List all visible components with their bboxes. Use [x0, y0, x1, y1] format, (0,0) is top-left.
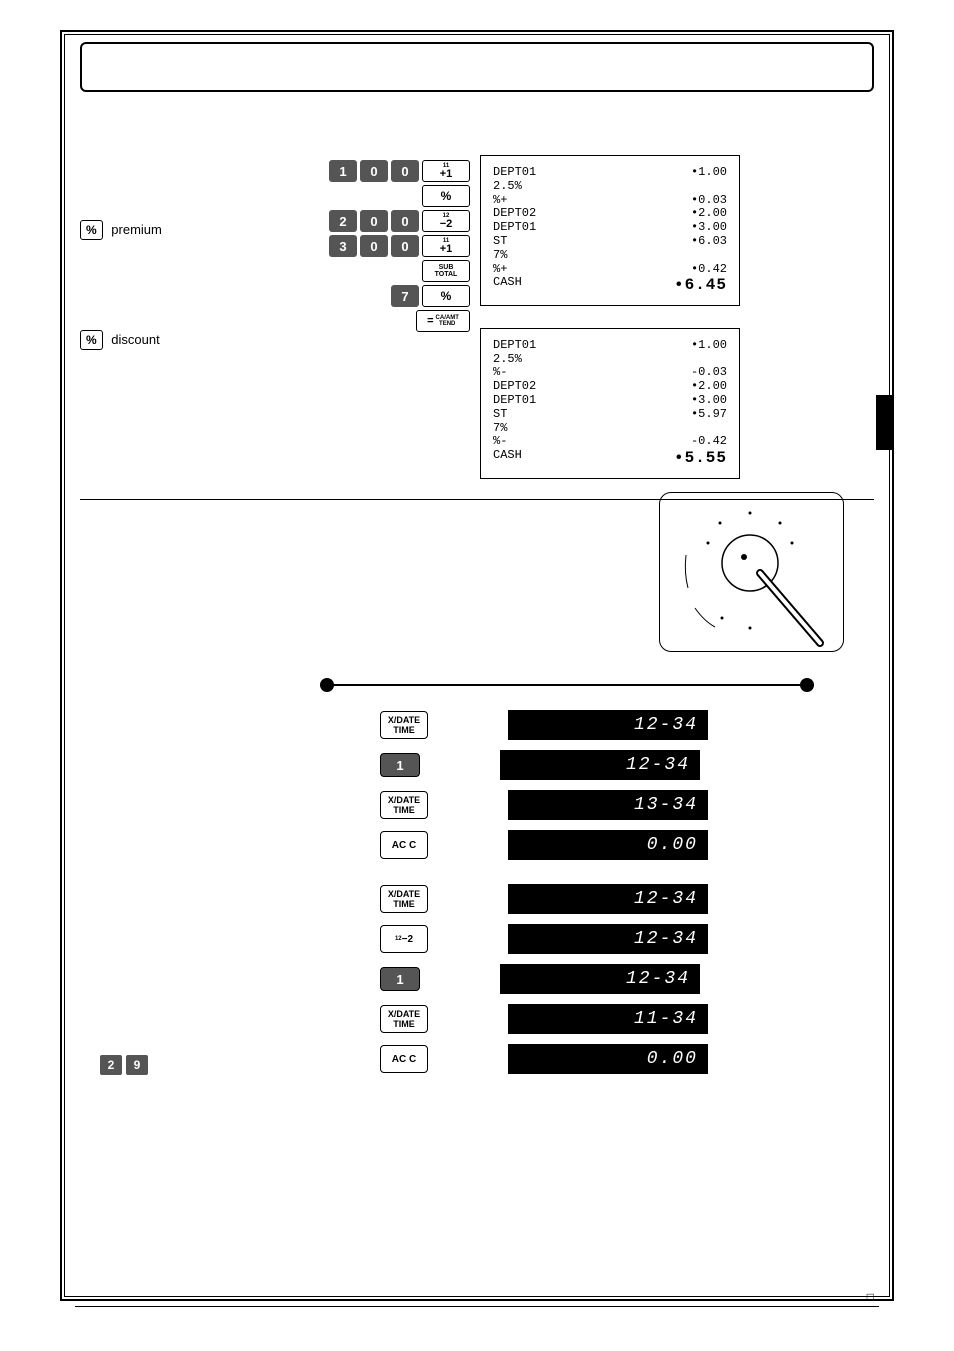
step-xdate-4[interactable]: X/DATE TIME	[380, 1005, 428, 1033]
tab-29: 2 9	[100, 1055, 148, 1075]
key-row-subtotal: SUB TOTAL	[270, 260, 470, 282]
step-acc-2[interactable]: AC C	[380, 1045, 428, 1073]
step-xdate-2[interactable]: X/DATE TIME	[380, 791, 428, 819]
key-pct2[interactable]: %	[422, 285, 470, 307]
steps-header	[320, 670, 814, 700]
discount-note: % discount	[80, 330, 260, 350]
left-notes: % premium % discount	[80, 160, 260, 368]
step-row-4: AC C 0.00	[320, 825, 800, 865]
key-0d[interactable]: 0	[391, 210, 419, 232]
key-row-2: 2 0 0 12 −2	[270, 210, 470, 232]
step-row-7: 1 12-34	[320, 959, 800, 999]
step-1[interactable]: 1	[380, 753, 420, 777]
side-tab	[876, 395, 894, 450]
key-subtotal[interactable]: SUB TOTAL	[422, 260, 470, 282]
steps-line	[320, 684, 814, 686]
top-section: % premium % discount 1 0 0 11 +1 %	[80, 100, 874, 500]
step-1b[interactable]: 1	[380, 967, 420, 991]
pct-key-icon: %	[80, 220, 103, 240]
display-7: 12-34	[500, 964, 700, 994]
display-6: 12-34	[508, 924, 708, 954]
key-dept1b[interactable]: 11 +1	[422, 235, 470, 257]
key-dept2[interactable]: 12 −2	[422, 210, 470, 232]
key-sequence: 1 0 0 11 +1 % 2 0 0 12 −2	[270, 160, 470, 335]
step-row-5: X/DATE TIME 12-34	[320, 879, 800, 919]
key-pct1[interactable]: %	[422, 185, 470, 207]
step-acc-1[interactable]: AC C	[380, 831, 428, 859]
footer-number: □	[867, 1290, 874, 1304]
mode-dial-svg	[660, 493, 845, 653]
key-3[interactable]: 3	[329, 235, 357, 257]
step-row-2: 1 12-34	[320, 745, 800, 785]
steps-table: X/DATE TIME 12-34 1 12-34 X/DATE TIME 13…	[320, 705, 800, 1079]
tab-tile-9: 9	[126, 1055, 148, 1075]
display-9: 0.00	[508, 1044, 708, 1074]
key-row-pct1: %	[270, 185, 470, 207]
key-0a[interactable]: 0	[360, 160, 388, 182]
key-0c[interactable]: 0	[360, 210, 388, 232]
receipts: DEPT01•1.00 2.5% %+•0.03 DEPT02•2.00 DEP…	[480, 155, 740, 501]
step-dept2[interactable]: 12 −2	[380, 925, 428, 953]
tab-tile-2: 2	[100, 1055, 122, 1075]
key-7[interactable]: 7	[391, 285, 419, 307]
key-row-1: 1 0 0 11 +1	[270, 160, 470, 182]
key-row-7pct: 7 %	[270, 285, 470, 307]
display-8: 11-34	[508, 1004, 708, 1034]
pct-key-icon-2: %	[80, 330, 103, 350]
step-dot-right	[800, 678, 814, 692]
step-row-8: X/DATE TIME 11-34	[320, 999, 800, 1039]
bottom-section: X/DATE TIME 12-34 1 12-34 X/DATE TIME 13…	[80, 500, 874, 520]
key-0b[interactable]: 0	[391, 160, 419, 182]
premium-label: premium	[111, 222, 162, 237]
content-area: % premium % discount 1 0 0 11 +1 %	[80, 100, 874, 1291]
step-xdate-1[interactable]: X/DATE TIME	[380, 711, 428, 739]
step-xdate-3[interactable]: X/DATE TIME	[380, 885, 428, 913]
discount-label: discount	[111, 332, 159, 347]
footer-rule	[75, 1306, 879, 1307]
receipt-premium: DEPT01•1.00 2.5% %+•0.03 DEPT02•2.00 DEP…	[480, 155, 740, 306]
display-5: 12-34	[508, 884, 708, 914]
step-row-1: X/DATE TIME 12-34	[320, 705, 800, 745]
key-row-3: 3 0 0 11 +1	[270, 235, 470, 257]
mode-dial	[659, 492, 844, 652]
step-row-3: X/DATE TIME 13-34	[320, 785, 800, 825]
display-1: 12-34	[508, 710, 708, 740]
key-0e[interactable]: 0	[360, 235, 388, 257]
display-3: 13-34	[508, 790, 708, 820]
step-dot-left	[320, 678, 334, 692]
display-2: 12-34	[500, 750, 700, 780]
step-row-9: AC C 0.00	[320, 1039, 800, 1079]
title-box	[80, 42, 874, 92]
key-dept1[interactable]: 11 +1	[422, 160, 470, 182]
key-caamt[interactable]: = CA/AMT TEND	[416, 310, 470, 332]
key-0f[interactable]: 0	[391, 235, 419, 257]
key-2[interactable]: 2	[329, 210, 357, 232]
key-row-caamt: = CA/AMT TEND	[270, 310, 470, 332]
premium-note: % premium	[80, 220, 260, 240]
display-4: 0.00	[508, 830, 708, 860]
receipt-discount: DEPT01•1.00 2.5% %--0.03 DEPT02•2.00 DEP…	[480, 328, 740, 479]
step-row-6: 12 −2 12-34	[320, 919, 800, 959]
key-1[interactable]: 1	[329, 160, 357, 182]
